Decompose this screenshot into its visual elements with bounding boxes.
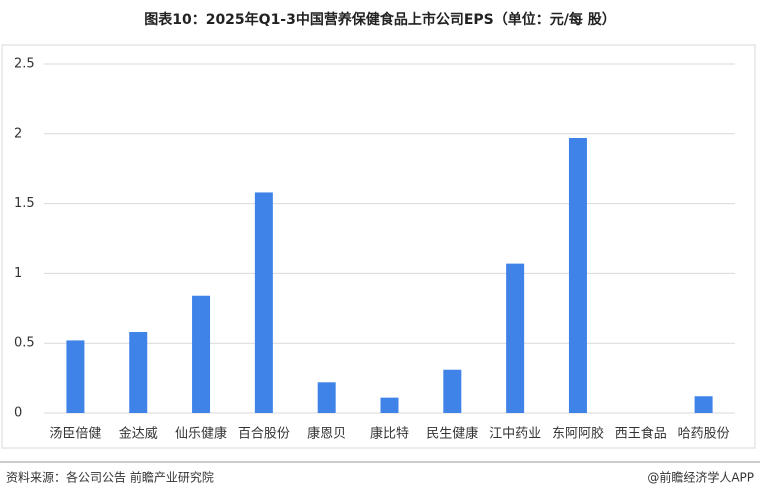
y-tick-label: 2 [14,126,22,141]
source: 资料来源：各公司公告 前瞻产业研究院 [6,470,214,485]
x-tick-label: 康恩贝 [307,426,346,442]
bar [568,137,587,413]
x-tick-label: 百合股份 [238,427,290,442]
x-tick-label: 金达威 [119,426,158,442]
bar [129,332,148,413]
x-tick-label: 江中药业 [489,427,541,442]
y-tick-label: 0.5 [14,336,35,351]
bar [66,340,85,413]
x-tick-label: 康比特 [370,426,409,442]
y-tick-label: 0 [14,406,22,421]
chart-title: 图表10：2025年Q1-3中国营养保健食品上市公司EPS（单位：元/每 股） [144,11,616,28]
x-tick-label: 哈药股份 [678,427,730,442]
y-tick-label: 1.5 [14,196,35,211]
x-tick-label: 仙乐健康 [175,426,227,442]
x-tick-label: 汤臣倍健 [49,427,101,442]
plot-frame [1,44,756,449]
y-tick-label: 1 [14,266,22,281]
bar [443,369,462,413]
credit: @前瞻经济学人APP [647,470,754,485]
bar [317,382,336,413]
bar [694,396,713,413]
x-tick-label: 西王食品 [615,426,667,442]
bar [380,397,399,413]
bar [254,192,273,413]
bar [192,295,211,413]
x-tick-label: 民生健康 [426,426,478,442]
bar [506,263,525,413]
x-tick-label: 东阿阿胶 [552,426,604,442]
y-tick-label: 2.5 [14,57,35,72]
